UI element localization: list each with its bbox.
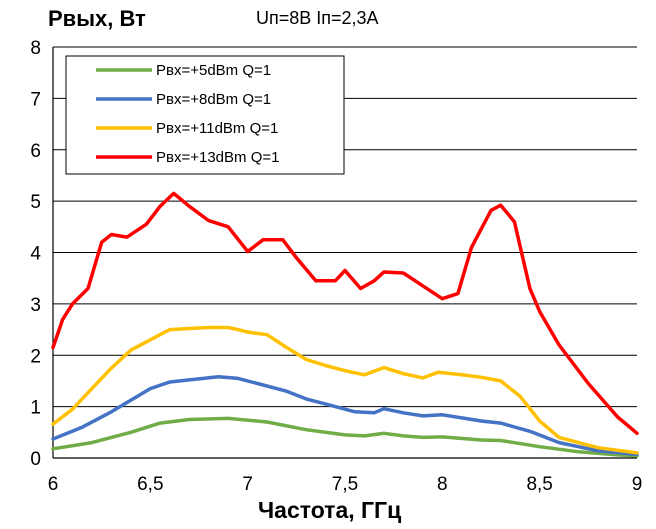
legend-label-1: Рвх=+8dBm Q=1 bbox=[156, 91, 271, 108]
y-tick-label: 6 bbox=[30, 141, 41, 162]
y-tick-label: 4 bbox=[30, 244, 41, 265]
y-tick-label: 5 bbox=[30, 192, 41, 213]
legend-label-3: Рвх=+13dBm Q=1 bbox=[156, 149, 279, 166]
series-line-0 bbox=[51, 416, 639, 458]
y-tick-label: 0 bbox=[30, 449, 41, 470]
y-tick-label: 1 bbox=[30, 398, 41, 419]
series-line-3 bbox=[51, 191, 639, 436]
x-tick-label: 9 bbox=[632, 474, 643, 495]
y-tick-label: 7 bbox=[30, 89, 41, 110]
x-tick-label: 8,5 bbox=[526, 474, 552, 495]
series-line-2 bbox=[51, 325, 639, 455]
series-line-1 bbox=[51, 375, 639, 457]
y-tick-label: 8 bbox=[30, 38, 41, 59]
x-tick-label: 6 bbox=[48, 474, 59, 495]
x-axis-title: Частота, ГГц bbox=[258, 497, 402, 523]
y-axis-title: Рвых, Вт bbox=[48, 6, 146, 31]
x-tick-label: 7,5 bbox=[332, 474, 358, 495]
legend-label-0: Рвх=+5dBm Q=1 bbox=[156, 62, 271, 79]
legend-label-2: Рвх=+11dBm Q=1 bbox=[156, 120, 278, 137]
x-tick-label: 6,5 bbox=[137, 474, 163, 495]
chart-subtitle: Uп=8В Iп=2,3А bbox=[256, 8, 379, 28]
y-tick-label: 2 bbox=[30, 346, 41, 367]
x-tick-label: 8 bbox=[437, 474, 448, 495]
y-tick-label: 3 bbox=[30, 295, 41, 316]
legend-box bbox=[65, 55, 345, 175]
x-tick-label: 7 bbox=[242, 474, 253, 495]
